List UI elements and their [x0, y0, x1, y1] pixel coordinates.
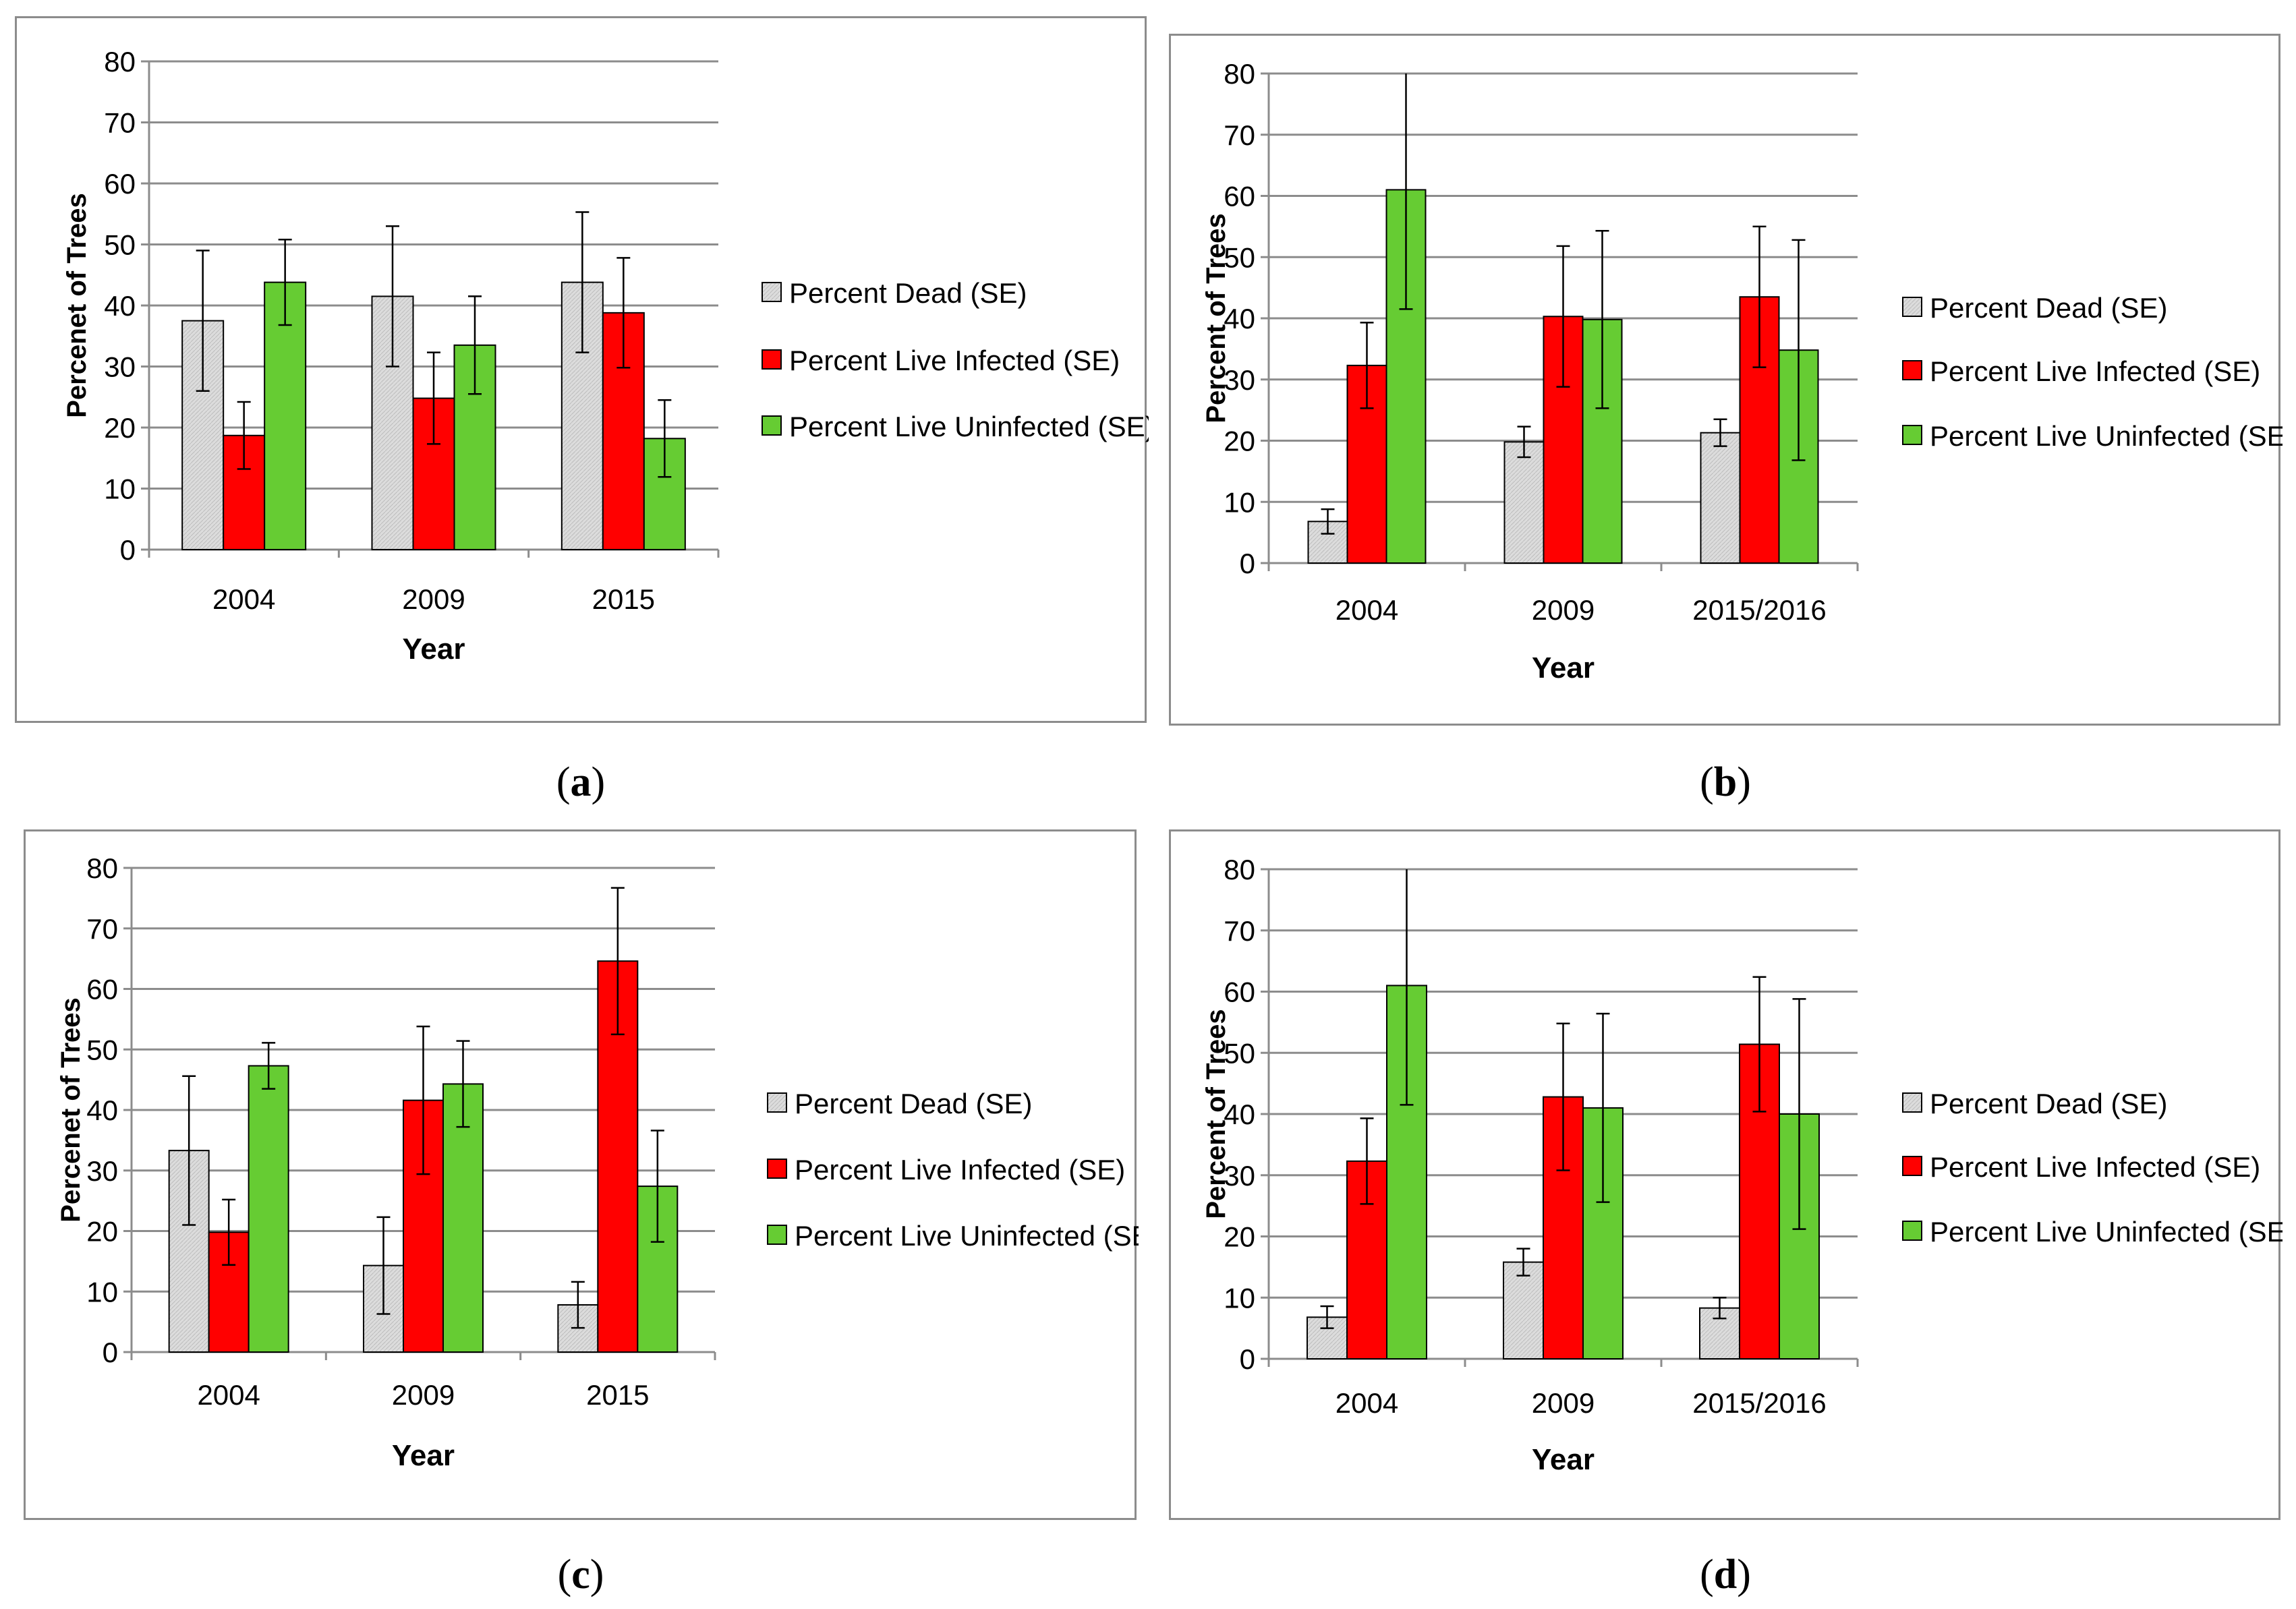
y-tick-label: 40 — [104, 290, 136, 322]
x-tick-label: 2015/2016 — [1692, 1387, 1827, 1419]
legend-label-dead: Percent Dead (SE) — [1930, 1088, 2168, 1119]
legend-label-infected: Percent Live Infected (SE) — [795, 1154, 1125, 1186]
bar-infected — [1739, 1043, 1780, 1359]
chart-panel-a: 0 10 20 30 40 50 60 70 80 2004 2009 2015 Percenet of… — [15, 16, 1149, 723]
x-axis-title: Year — [1532, 1443, 1595, 1476]
legend-swatch-infected — [1902, 360, 1922, 380]
y-tick-label: 40 — [86, 1094, 118, 1126]
y-tick-label: 60 — [1224, 976, 1255, 1008]
bar-infected — [1543, 316, 1584, 564]
y-tick-label: 30 — [1224, 1160, 1255, 1192]
legend-label-uninfected: Percent Live Uninfected (SE) — [795, 1220, 1139, 1252]
x-axis-title: Year — [392, 1439, 455, 1472]
y-tick-label: 50 — [86, 1034, 118, 1065]
caption-c: (c) — [557, 1552, 604, 1598]
legend-swatch-infected — [1902, 1156, 1922, 1176]
y-tick-label: 0 — [120, 534, 136, 566]
legend-swatch-dead — [767, 1092, 787, 1113]
legend-label-infected: Percent Live Infected (SE) — [1930, 1151, 2260, 1183]
y-tick-label: 20 — [1224, 426, 1255, 457]
y-tick-label: 20 — [86, 1216, 118, 1248]
y-tick-label: 0 — [1240, 1343, 1255, 1375]
y-tick-label: 0 — [1240, 548, 1255, 579]
bar-chart-d: 0 10 20 30 40 50 60 70 80 2004 2009 2015/2016 Percen… — [1201, 854, 2283, 1476]
legend-swatch-infected — [762, 349, 782, 370]
y-tick-label: 20 — [104, 412, 136, 444]
legend-label-uninfected: Percent Live Uninfected (SE) — [1930, 1216, 2283, 1248]
y-tick-label: 70 — [104, 107, 136, 139]
x-tick-label: 2004 — [212, 583, 275, 615]
legend-swatch-uninfected — [1902, 1221, 1922, 1241]
y-tick-label: 50 — [1224, 1037, 1255, 1069]
bar-dead — [1700, 432, 1741, 564]
legend-label-dead: Percent Dead (SE) — [795, 1088, 1033, 1119]
legend-label-infected: Percent Live Infected (SE) — [1930, 355, 2260, 387]
y-axis-title: Percenet of Trees — [62, 193, 92, 418]
x-tick-label: 2015 — [592, 583, 655, 615]
legend-swatch-uninfected — [767, 1225, 787, 1245]
x-tick-label: 2015/2016 — [1692, 594, 1827, 626]
y-tick-label: 10 — [86, 1276, 118, 1308]
legend-swatch-dead — [762, 282, 782, 302]
bar-chart-b: 0 10 20 30 40 50 60 70 80 2004 2009 2015/2016 Percen… — [1201, 58, 2283, 684]
x-tick-label: 2004 — [1336, 1387, 1398, 1419]
y-tick-label: 80 — [86, 852, 118, 884]
y-tick-label: 80 — [1224, 854, 1255, 885]
y-tick-label: 80 — [1224, 58, 1255, 90]
y-tick-label: 60 — [86, 974, 118, 1005]
legend-swatch-dead — [1902, 297, 1922, 317]
y-tick-label: 50 — [1224, 241, 1255, 273]
bar-dead — [1503, 441, 1545, 564]
y-tick-label: 10 — [1224, 1282, 1255, 1314]
legend-swatch-uninfected — [762, 415, 782, 436]
y-tick-label: 70 — [1224, 119, 1255, 151]
y-tick-label: 0 — [103, 1337, 118, 1368]
legend-label-dead: Percent Dead (SE) — [789, 277, 1027, 309]
y-axis-title: Percent of Trees — [1201, 1009, 1231, 1219]
caption-d: (d) — [1700, 1552, 1751, 1598]
y-tick-label: 40 — [1224, 1099, 1255, 1130]
x-tick-label: 2009 — [1532, 1387, 1595, 1419]
y-tick-label: 70 — [1224, 915, 1255, 947]
y-tick-label: 30 — [104, 351, 136, 383]
legend-swatch-uninfected — [1902, 425, 1922, 445]
x-axis-title: Year — [403, 633, 465, 666]
x-tick-label: 2009 — [392, 1379, 455, 1411]
y-tick-label: 60 — [1224, 181, 1255, 212]
x-tick-label: 2009 — [1532, 594, 1595, 626]
chart-panel-d: 0 10 20 30 40 50 60 70 80 2004 2009 2015/2016 Percen… — [1169, 829, 2283, 1520]
y-tick-label: 20 — [1224, 1221, 1255, 1253]
legend-label-uninfected: Percent Live Uninfected (SE) — [1930, 420, 2283, 452]
chart-panel-b: 0 10 20 30 40 50 60 70 80 2004 2009 2015/2016 Percen… — [1169, 34, 2283, 726]
bar-chart-a: 0 10 20 30 40 50 60 70 80 2004 2009 2015 Percenet of… — [62, 46, 1149, 666]
y-tick-label: 10 — [1224, 486, 1255, 518]
x-tick-label: 2004 — [197, 1379, 260, 1411]
x-tick-label: 2009 — [402, 583, 465, 615]
y-tick-label: 40 — [1224, 303, 1255, 334]
y-tick-label: 50 — [104, 229, 136, 261]
y-tick-label: 70 — [86, 913, 118, 945]
x-axis-title: Year — [1532, 651, 1595, 684]
legend-label-infected: Percent Live Infected (SE) — [789, 345, 1120, 376]
legend-swatch-infected — [767, 1159, 787, 1179]
x-tick-label: 2015 — [586, 1379, 649, 1411]
x-tick-label: 2004 — [1336, 594, 1398, 626]
y-tick-label: 60 — [104, 168, 136, 200]
caption-b: (b) — [1700, 759, 1751, 805]
caption-a: (a) — [556, 759, 606, 805]
y-axis-title: Percenet of Trees — [56, 997, 86, 1223]
chart-panel-c: 0 10 20 30 40 50 60 70 80 2004 2009 2015 Percenet of… — [24, 829, 1139, 1520]
bar-uninfected — [248, 1065, 289, 1353]
legend-swatch-dead — [1902, 1092, 1922, 1113]
bar-chart-c: 0 10 20 30 40 50 60 70 80 2004 2009 2015 Percenet of… — [56, 852, 1139, 1472]
legend-label-dead: Percent Dead (SE) — [1930, 292, 2168, 324]
bar-dead — [1503, 1261, 1544, 1359]
bar-uninfected — [264, 281, 307, 550]
y-tick-label: 10 — [104, 473, 136, 505]
y-tick-label: 30 — [86, 1155, 118, 1187]
y-tick-label: 80 — [104, 46, 136, 78]
legend-label-uninfected: Percent Live Uninfected (SE) — [789, 411, 1149, 442]
y-tick-label: 30 — [1224, 364, 1255, 396]
y-axis-title: Percent of Trees — [1201, 213, 1231, 423]
